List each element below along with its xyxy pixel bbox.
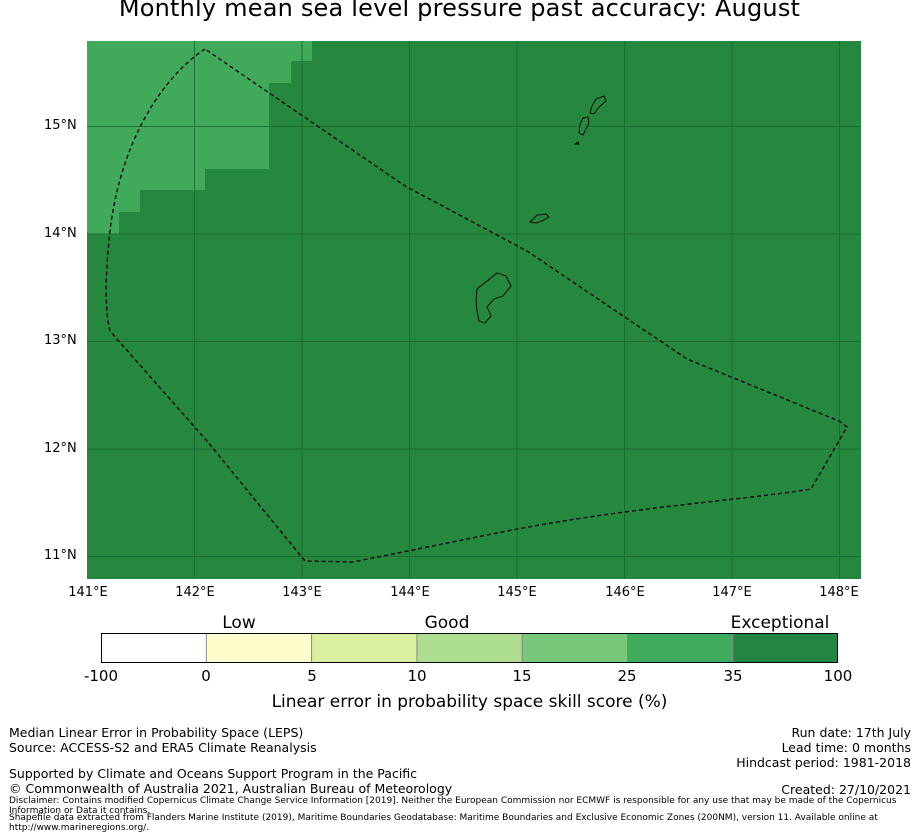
footer-copyright: © Commonwealth of Australia 2021, Austra… [9,781,453,796]
footer-support: Supported by Climate and Oceans Support … [9,766,418,781]
colorbar-tick: 25 [617,667,637,685]
lead-time: Lead time: 0 months [781,740,911,755]
colorbar-bin [522,633,628,663]
rota-island [529,213,550,224]
disclaimer: Disclaimer: Contains modified Copernicus… [9,796,897,816]
very-good-region [87,41,312,234]
lon-tick: 148°E [819,585,859,600]
colorbar-category-good: Good [424,613,470,633]
colorbar-tick: 15 [512,667,532,685]
skill-map [87,41,861,579]
colorbar-bin [206,633,312,663]
footer-method: Median Linear Error in Probability Space… [9,725,304,740]
tinian-island [578,116,590,136]
lon-tick: 142°E [175,585,215,600]
colorbar-bin [416,633,523,663]
lat-tick: 13°N [44,333,77,348]
colorbar-tick: 10 [407,667,427,685]
footer-source: Source: ACCESS-S2 and ERA5 Climate Reana… [9,740,317,755]
lat-tick: 14°N [44,226,77,241]
colorbar-category-low: Low [222,613,256,633]
aguijan-island [573,141,580,145]
colorbar-tick: 35 [723,667,743,685]
saipan-island [589,95,607,115]
colorbar-tick: 100 [823,667,853,685]
lon-tick: 143°E [282,585,322,600]
lat-tick: 11°N [44,548,77,563]
hindcast-period: Hindcast period: 1981-2018 [736,755,911,770]
colorbar-label: Linear error in probability space skill … [271,692,668,712]
lon-tick: 146°E [605,585,645,600]
colorbar-bin [311,633,417,663]
colorbar-tick: -100 [83,667,119,685]
lon-tick: 141°E [68,585,108,600]
colorbar-category-exceptional: Exceptional [730,613,830,633]
guam-island [475,272,512,324]
lat-tick: 15°N [44,118,77,133]
colorbar [101,633,838,663]
colorbar-tick: 0 [201,667,211,685]
chart-title: Monthly mean sea level pressure past acc… [118,0,801,22]
eez-boundary [105,48,848,563]
lon-tick: 147°E [712,585,752,600]
lon-tick: 145°E [497,585,537,600]
colorbar-tick: 5 [307,667,317,685]
lat-tick: 12°N [44,441,77,456]
shapefile-credit: Shapefile data extracted from Flanders M… [9,813,878,833]
lon-tick: 144°E [390,585,430,600]
colorbar-bin [101,633,207,663]
colorbar-bin [627,633,733,663]
grid-lines [87,41,861,579]
run-date: Run date: 17th July [791,725,912,740]
colorbar-bin [732,633,838,663]
created-date: Created: 27/10/2021 [781,782,911,797]
